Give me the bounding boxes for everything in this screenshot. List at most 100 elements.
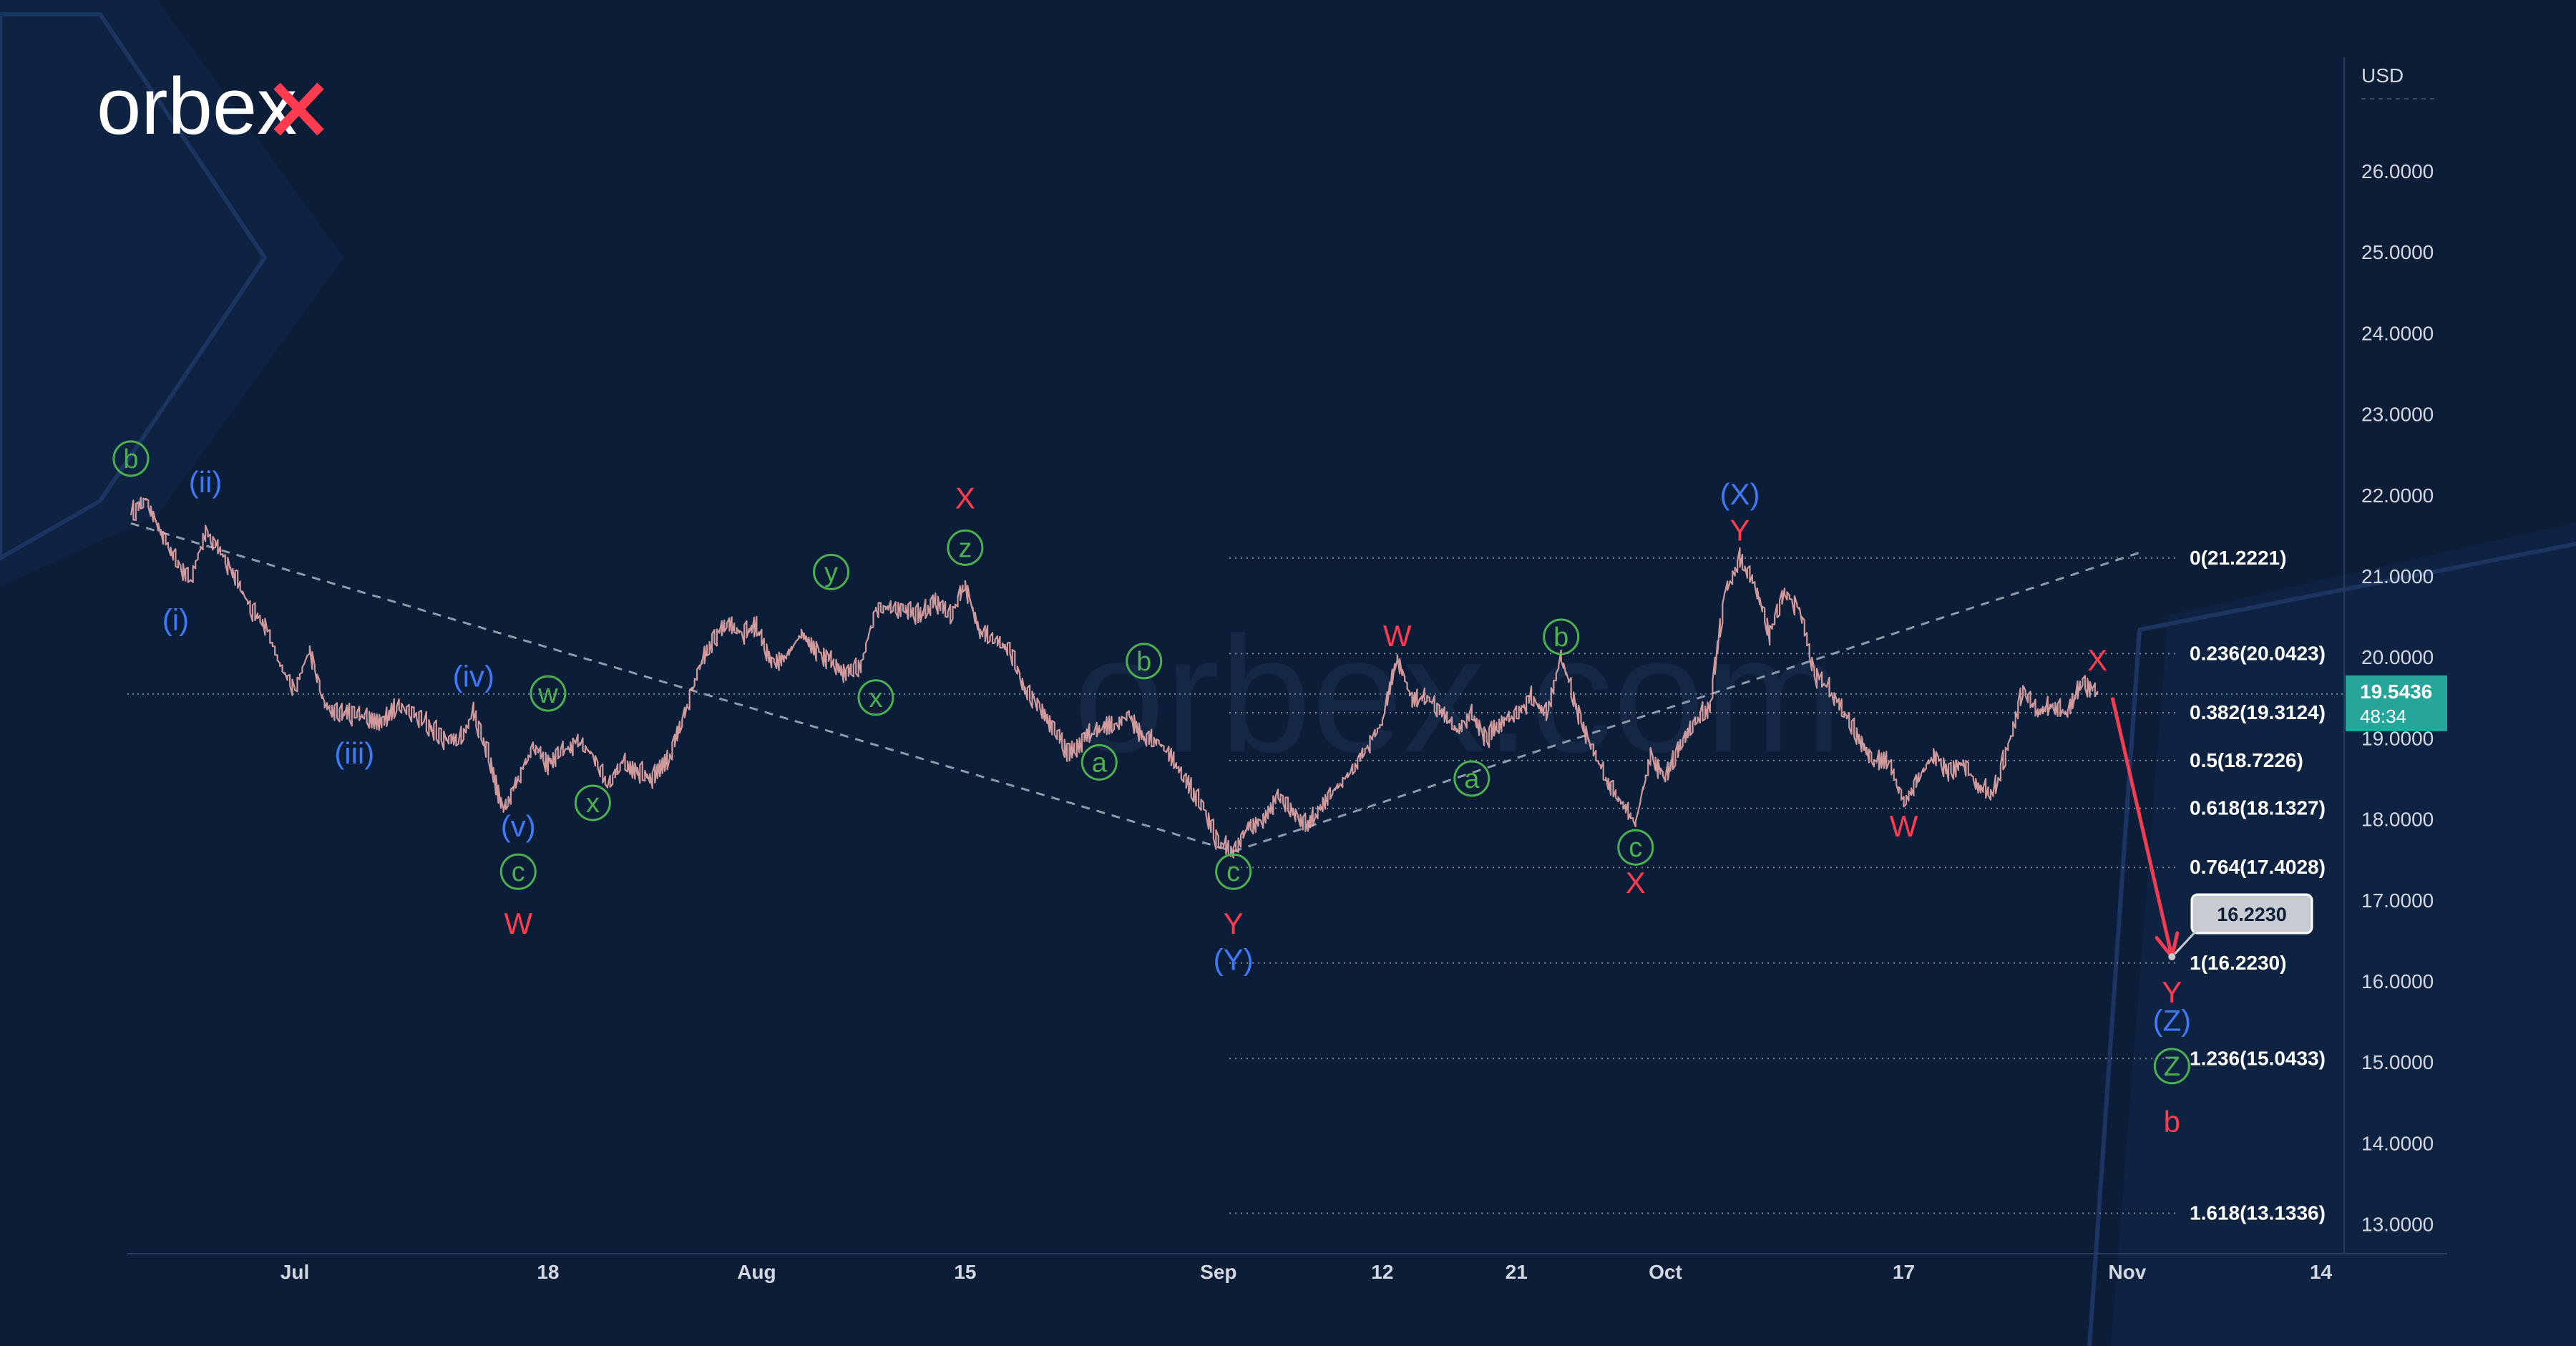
time-tick-label: 14: [2310, 1261, 2333, 1283]
wave-label-circle: [1453, 760, 1491, 797]
wave-label-circle: [499, 853, 537, 890]
wave-label: b: [2164, 1105, 2180, 1138]
wave-label-circle: [2153, 1048, 2190, 1085]
wave-label-text: Y: [1224, 907, 1244, 940]
logo-text: orbex: [97, 62, 297, 151]
fib-level-label: 1(16.2230): [2190, 952, 2286, 974]
time-tick-label: 18: [537, 1261, 559, 1283]
wave-label: (Y): [1214, 943, 1254, 977]
time-tick-label: 21: [1506, 1261, 1528, 1283]
wave-label-text: b: [123, 444, 138, 474]
wave-label-circle: [112, 440, 150, 477]
brand-logo: orbex: [97, 62, 324, 151]
fib-level-label: 0.236(20.0423): [2190, 642, 2326, 664]
decor-chevron-left: [0, 0, 343, 587]
price-line: [130, 497, 2099, 859]
price-tick-label: 24.0000: [2361, 322, 2434, 344]
price-tick-label: 22.0000: [2361, 484, 2434, 507]
wave-label: Z: [2153, 1048, 2190, 1085]
wave-label-text: x: [869, 683, 882, 713]
wave-label-text: y: [824, 557, 838, 587]
wave-label: x: [857, 679, 894, 716]
wave-label-text: W: [1890, 809, 1918, 843]
wave-label-text: c: [512, 857, 525, 887]
price-tick-label: 13.0000: [2361, 1214, 2434, 1236]
projection-arrow: [2110, 697, 2180, 961]
wave-label: (i): [162, 603, 189, 636]
wave-label-text: Y: [2162, 975, 2182, 1009]
fib-level-label: 0(21.2221): [2190, 547, 2286, 569]
fib-level-label: 0.5(18.7226): [2190, 749, 2303, 771]
wave-label-text: b: [2164, 1105, 2180, 1138]
wave-label-text: z: [958, 533, 972, 563]
price-tick-label: 16.0000: [2361, 970, 2434, 993]
wave-label-text: X: [1626, 866, 1646, 899]
wave-label-text: X: [955, 481, 975, 514]
projection-line: [2110, 697, 2174, 957]
fibonacci-levels: 0(21.2221) 0.236(20.0423) 0.382(19.3124) 0.…: [1229, 547, 2326, 1224]
wave-label-circle: [1617, 829, 1654, 866]
wave-label-text: x: [586, 789, 600, 819]
wave-label: X: [955, 481, 975, 514]
wave-label-text: b: [1136, 647, 1151, 677]
target-box-connector: [2174, 929, 2198, 955]
wave-label-circle: [530, 675, 567, 712]
wave-label: X: [1626, 866, 1646, 899]
target-box-value: 16.2230: [2217, 904, 2287, 925]
wave-label: c: [499, 853, 537, 890]
wave-label: x: [574, 784, 611, 821]
time-tick-label: Jul: [280, 1261, 309, 1283]
wave-label: a: [1080, 743, 1118, 781]
fib-level-label: 0.382(19.3124): [2190, 701, 2326, 723]
time-tick-label: 17: [1893, 1261, 1915, 1283]
wave-label-text: W: [504, 907, 532, 940]
wave-label-text: c: [1226, 857, 1240, 887]
time-tick-label: Sep: [1200, 1261, 1236, 1283]
wave-label-text: (ii): [189, 465, 223, 499]
wave-label-circle: [574, 784, 611, 821]
dashed-trend-line: [130, 522, 1234, 853]
time-tick-label: 15: [954, 1261, 976, 1283]
wave-label-text: b: [1553, 623, 1568, 653]
wave-label: X: [2087, 643, 2107, 677]
wave-label: (v): [501, 809, 536, 843]
wave-label: y: [813, 553, 850, 590]
wave-label: W: [504, 907, 532, 940]
price-tick-label: 20.0000: [2361, 646, 2434, 668]
wave-label: z: [947, 529, 984, 566]
wave-label: Y: [2162, 975, 2182, 1009]
wave-label-circle: [813, 553, 850, 590]
currency-label: USD: [2361, 64, 2404, 87]
wave-label-text: w: [537, 679, 558, 709]
wave-label-circle: [1215, 853, 1252, 890]
wave-label-text: (i): [162, 603, 189, 636]
wave-label: (ii): [189, 465, 223, 499]
wave-label: c: [1215, 853, 1252, 890]
wave-label-circle: [947, 529, 984, 566]
wave-label: Y: [1730, 514, 1750, 547]
price-tick-label: 25.0000: [2361, 241, 2434, 263]
wave-label: c: [1617, 829, 1654, 866]
wave-label-text: a: [1092, 748, 1108, 778]
time-tick-label: 12: [1371, 1261, 1393, 1283]
wave-label-text: (iv): [453, 660, 494, 693]
time-tick-label: Oct: [1649, 1261, 1682, 1283]
fib-level-label: 0.764(17.4028): [2190, 856, 2326, 878]
projection-endpoint: [2168, 953, 2176, 961]
target-box-bg: [2190, 893, 2313, 935]
price-tick-label: 21.0000: [2361, 565, 2434, 587]
wave-label-text: c: [1629, 833, 1642, 863]
wave-label-text: (Z): [2152, 1004, 2191, 1038]
target-price-box: 16.2230: [2174, 893, 2313, 955]
current-price-value: 19.5436: [2360, 681, 2432, 703]
price-tick-label: 17.0000: [2361, 889, 2434, 912]
wave-label: W: [1890, 809, 1918, 843]
time-axis-ticks: Jul 18 Aug 15 Sep 12 21 Oct 17 Nov 14: [280, 1261, 2333, 1283]
wave-label: (iii): [334, 736, 374, 770]
time-tick-label: Nov: [2108, 1261, 2146, 1283]
price-series: [130, 497, 2099, 859]
watermark: orbex.com: [1073, 603, 1842, 786]
wave-label-circle: [1126, 643, 1163, 680]
wave-label: w: [530, 675, 567, 712]
wave-label: b: [1543, 618, 1580, 655]
